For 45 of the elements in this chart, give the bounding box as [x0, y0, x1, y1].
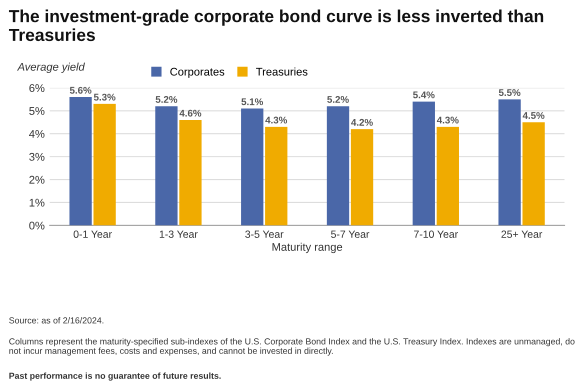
text: Past performance is no guarantee of future results.: [9, 372, 221, 381]
x-tick-label: 7-10 Year: [414, 230, 458, 238]
legend-label: Treasuries: [256, 68, 308, 76]
x-tick-label: 3-5 Year: [245, 230, 284, 238]
bar: [265, 126, 288, 226]
x-tick-label: 25+ Year: [501, 230, 542, 238]
source-note: Source: as of 2/16/2024.: [9, 317, 104, 324]
data-label: 5.2%: [327, 96, 349, 103]
data-label: 5.5%: [498, 89, 520, 96]
x-axis-title: Maturity range: [272, 242, 342, 254]
data-label: 4.6%: [180, 110, 202, 117]
bar: [69, 97, 92, 226]
y-tick-label: 6%: [29, 84, 44, 92]
data-label: 4.3%: [265, 116, 288, 124]
y-tick-label: 0%: [29, 222, 44, 230]
data-label: 5.3%: [94, 94, 116, 101]
y-axis-title: Average yield: [17, 62, 85, 73]
bar: [241, 108, 264, 226]
x-tick-label: 0-1 Year: [74, 230, 112, 238]
bar: [412, 102, 435, 226]
text: Columns represent the maturity-specified sub-indexes of the U.S. Corporate Bond Index and the U.S. Treasury Index. Indexes are unmanaged, do not incur management fees, costs and expenses, and cannot be invested in directly.: [9, 338, 575, 356]
y-tick-label: 4%: [29, 130, 44, 138]
bar: [350, 129, 374, 226]
bar: [436, 126, 459, 226]
y-tick-label: 1%: [30, 198, 44, 207]
data-label: 4.3%: [436, 116, 459, 124]
bar: [179, 120, 202, 226]
bar: [93, 104, 116, 226]
data-label: 4.2%: [351, 118, 373, 126]
y-tick-label: 3%: [29, 152, 44, 161]
y-tick-label: 2%: [29, 176, 44, 184]
chart-title: The investment-grade corporate bond curve is less inverted than Treasuries: [8, 10, 544, 42]
y-tick-label: 5%: [29, 107, 44, 115]
data-label: 5.2%: [156, 96, 178, 103]
bar: [155, 106, 178, 226]
bar: [326, 106, 350, 226]
data-label: 5.6%: [70, 86, 92, 94]
data-label: 5.1%: [241, 98, 264, 106]
x-tick-label: 1-3 Year: [160, 230, 198, 238]
x-tick-label: 5-7 Year: [331, 230, 370, 238]
bar: [522, 122, 545, 226]
data-label: 4.5%: [522, 112, 544, 119]
legend-label: Corporates: [170, 68, 224, 78]
bar: [498, 99, 521, 226]
data-label: 5.4%: [413, 91, 435, 98]
